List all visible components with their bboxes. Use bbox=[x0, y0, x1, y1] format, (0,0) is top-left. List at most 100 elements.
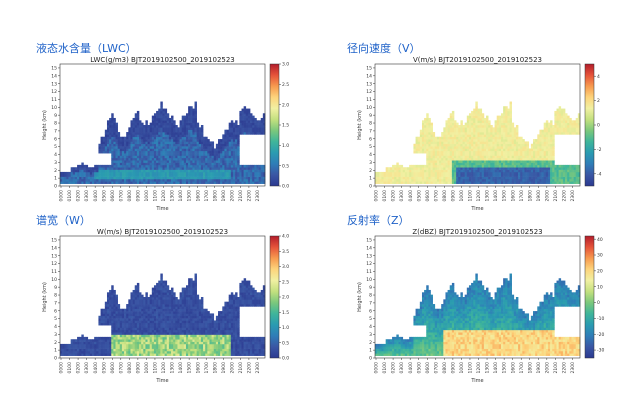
heatmap-cell bbox=[113, 334, 116, 338]
heatmap-cell bbox=[130, 341, 133, 345]
heatmap-cell bbox=[375, 174, 378, 177]
heatmap-cell bbox=[560, 115, 564, 119]
heatmap-cell bbox=[141, 339, 144, 342]
heatmap-cell bbox=[479, 174, 483, 177]
heatmap-cell bbox=[136, 322, 140, 326]
heatmap-cell bbox=[543, 148, 547, 152]
heatmap-cell bbox=[556, 169, 559, 173]
heatmap-cell bbox=[575, 171, 579, 175]
heatmap-cell bbox=[524, 174, 527, 177]
heatmap-cell bbox=[473, 157, 476, 161]
heatmap-cell bbox=[183, 176, 187, 180]
heatmap-cell bbox=[203, 171, 206, 175]
heatmap-cell bbox=[81, 178, 84, 182]
heatmap-cell bbox=[515, 169, 519, 173]
heatmap-cell bbox=[535, 178, 538, 182]
heatmap-cell bbox=[96, 341, 99, 345]
heatmap-cell bbox=[92, 174, 95, 177]
heatmap-cell bbox=[183, 129, 187, 133]
heatmap-cell bbox=[218, 153, 221, 156]
heatmap-cell bbox=[215, 155, 219, 159]
heatmap-cell bbox=[498, 139, 502, 142]
heatmap-cell bbox=[111, 164, 114, 168]
heatmap-cell bbox=[168, 143, 172, 147]
heatmap-cell bbox=[417, 178, 421, 182]
heatmap-cell bbox=[173, 136, 176, 140]
heatmap-cell bbox=[436, 176, 440, 180]
heatmap-cell bbox=[518, 136, 521, 140]
heatmap-cell bbox=[428, 178, 431, 182]
heatmap-cell bbox=[198, 160, 202, 163]
heatmap-cell bbox=[389, 171, 393, 175]
heatmap-cell bbox=[126, 339, 129, 342]
heatmap-cell bbox=[190, 174, 193, 177]
heatmap-cell bbox=[375, 176, 378, 180]
heatmap-cell bbox=[166, 157, 170, 161]
heatmap-cell bbox=[494, 146, 498, 149]
heatmap-cell bbox=[245, 174, 249, 177]
heatmap-cell bbox=[466, 117, 470, 121]
heatmap-cell bbox=[235, 141, 238, 145]
heatmap-cell bbox=[456, 129, 459, 133]
heatmap-cell bbox=[181, 160, 185, 163]
heatmap-cell bbox=[439, 150, 442, 154]
heatmap-cell bbox=[492, 164, 495, 168]
heatmap-cell bbox=[545, 176, 549, 180]
heatmap-cell bbox=[196, 139, 200, 142]
heatmap-cell bbox=[149, 134, 153, 138]
heatmap-cell bbox=[385, 167, 389, 170]
heatmap-cell bbox=[569, 132, 572, 135]
heatmap-cell bbox=[205, 169, 208, 173]
heatmap-cell bbox=[503, 117, 506, 121]
heatmap-cell bbox=[554, 113, 557, 116]
heatmap-cell bbox=[460, 171, 463, 175]
heatmap-cell bbox=[175, 139, 178, 142]
heatmap-cell bbox=[475, 171, 478, 175]
heatmap-cell bbox=[565, 120, 568, 123]
heatmap-cell bbox=[413, 169, 416, 173]
heatmap-cell bbox=[428, 146, 431, 149]
heatmap-cell bbox=[511, 134, 515, 138]
heatmap-cell bbox=[188, 136, 191, 140]
heatmap-cell bbox=[104, 346, 108, 349]
heatmap-cell bbox=[524, 153, 527, 156]
heatmap-cell bbox=[220, 162, 223, 166]
heatmap-cell bbox=[74, 339, 78, 342]
x-tick-label: 0800 bbox=[442, 190, 448, 202]
heatmap-cell bbox=[198, 178, 202, 182]
heatmap-cell bbox=[477, 127, 480, 130]
heatmap-cell bbox=[62, 174, 65, 177]
heatmap-cell bbox=[479, 129, 483, 133]
heatmap-cell bbox=[462, 136, 465, 140]
heatmap-cell bbox=[188, 160, 191, 163]
heatmap-cell bbox=[471, 153, 474, 156]
heatmap-cell bbox=[153, 162, 157, 166]
heatmap-cell bbox=[237, 153, 240, 156]
heatmap-cell bbox=[70, 178, 74, 182]
chart-v: V(m/s) BJT2019102500_2019102523012345678… bbox=[357, 56, 602, 212]
heatmap-cell bbox=[245, 125, 249, 128]
heatmap-cell bbox=[215, 143, 219, 147]
heatmap-cell bbox=[473, 122, 476, 126]
heatmap-cell bbox=[185, 167, 189, 170]
heatmap-cell bbox=[139, 155, 142, 159]
heatmap-cell bbox=[490, 164, 493, 168]
heatmap-cell bbox=[477, 110, 480, 114]
heatmap-cell bbox=[136, 132, 140, 135]
heatmap-cell bbox=[441, 136, 444, 140]
heatmap-cell bbox=[565, 127, 568, 130]
heatmap-cell bbox=[530, 143, 534, 147]
heatmap-cell bbox=[434, 148, 438, 152]
heatmap-cell bbox=[524, 143, 527, 147]
heatmap-cell bbox=[139, 320, 142, 324]
heatmap-cell bbox=[449, 141, 453, 145]
heatmap-cell bbox=[454, 132, 457, 135]
heatmap-cell bbox=[241, 164, 244, 168]
heatmap-cell bbox=[226, 169, 229, 173]
heatmap-cell bbox=[460, 141, 463, 145]
heatmap-cell bbox=[151, 350, 155, 354]
heatmap-cell bbox=[432, 181, 436, 184]
heatmap-cell bbox=[396, 164, 399, 168]
heatmap-cell bbox=[492, 129, 495, 133]
heatmap-cell bbox=[130, 322, 133, 326]
